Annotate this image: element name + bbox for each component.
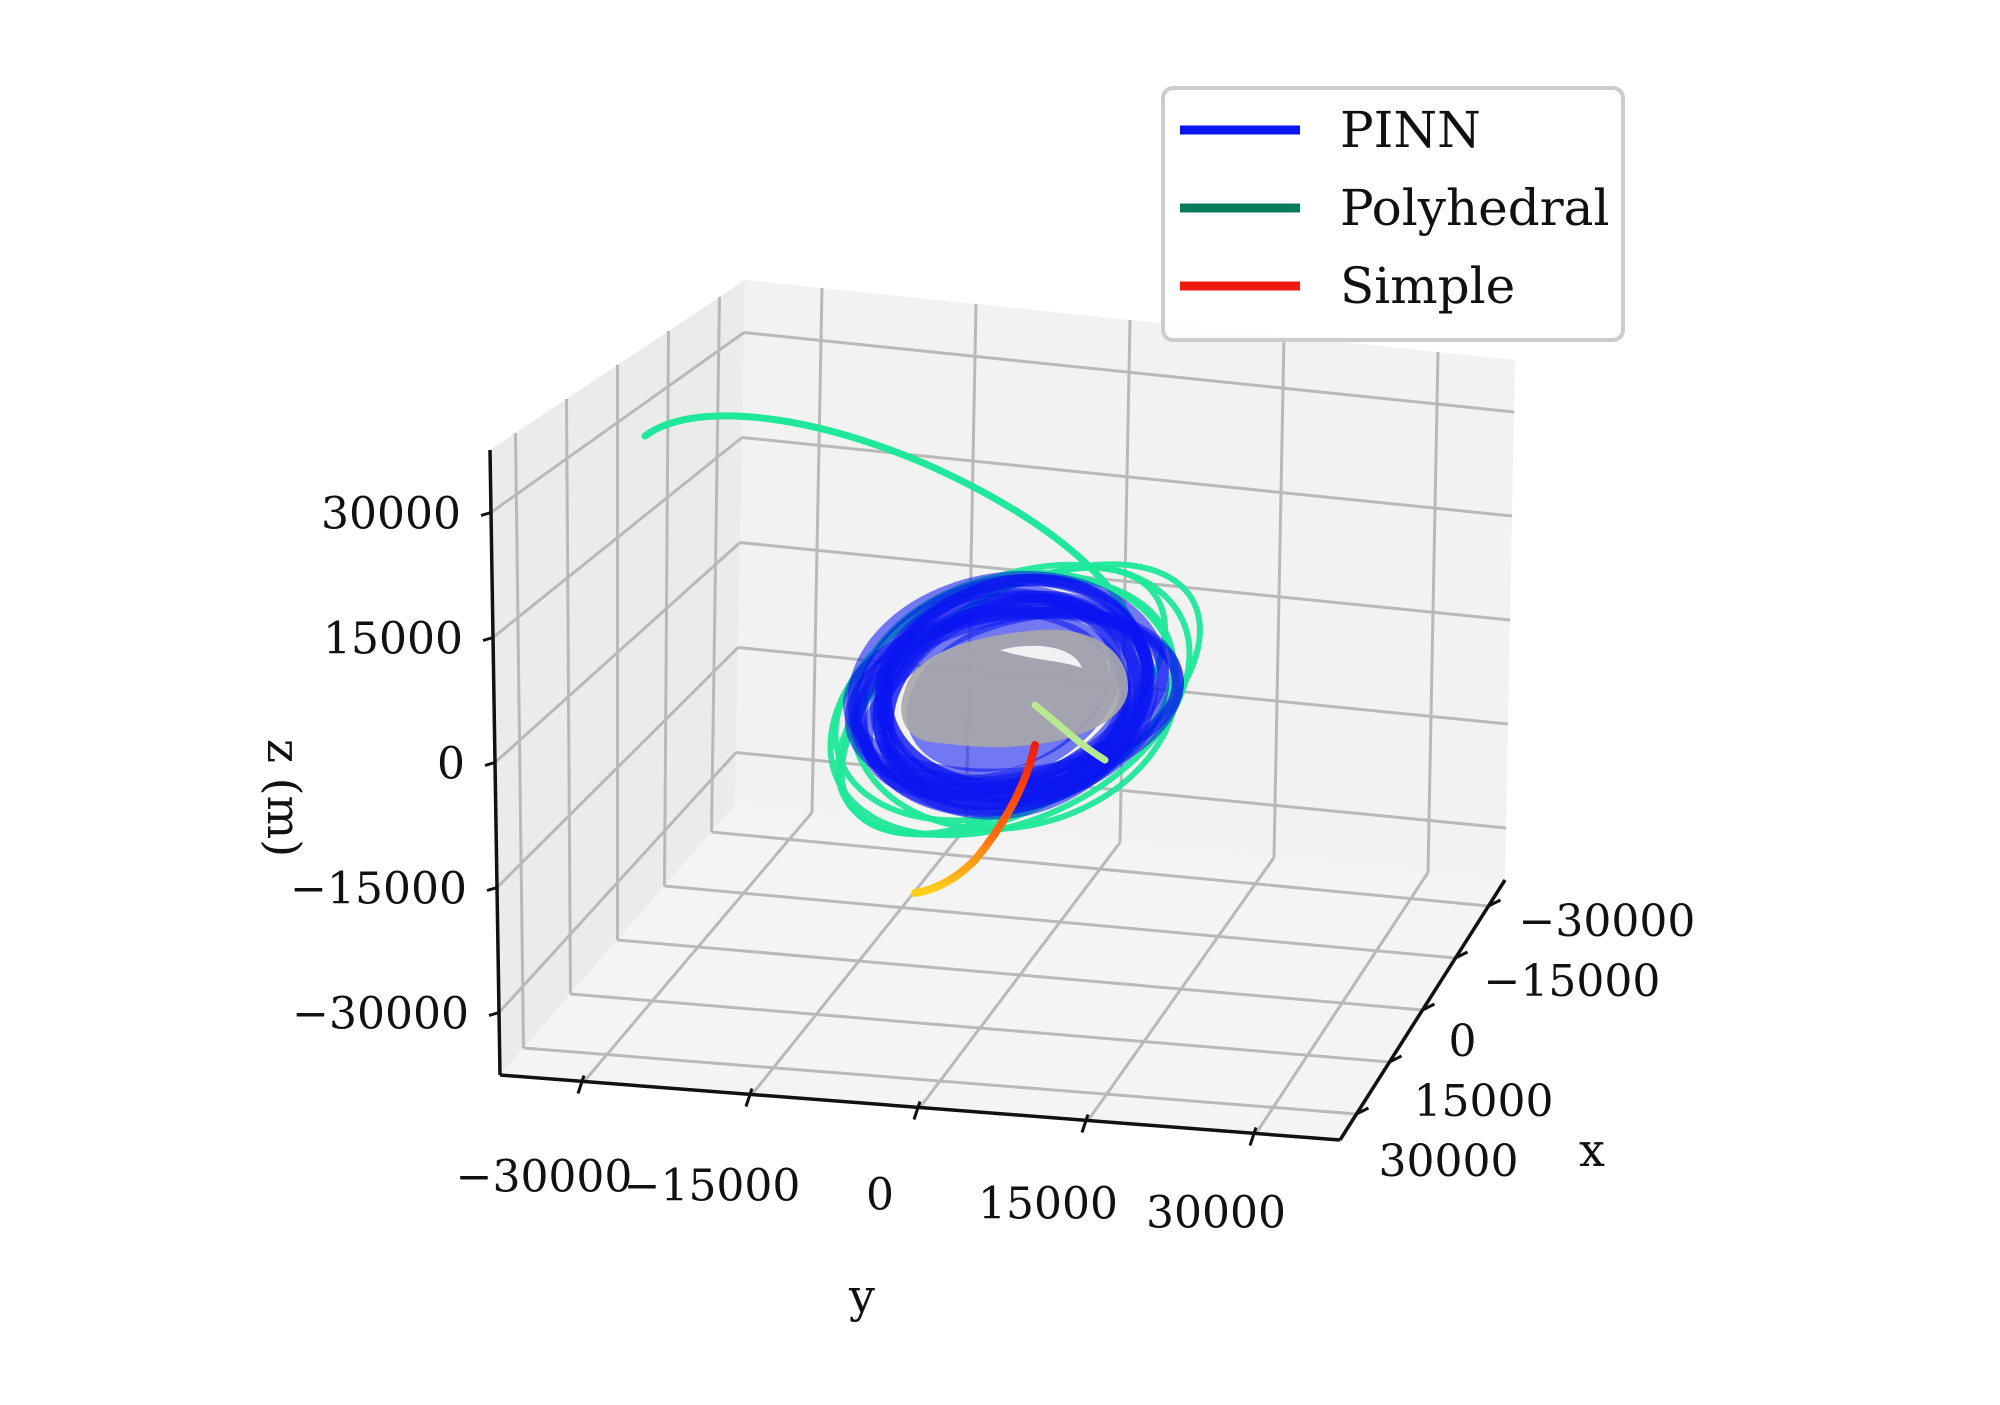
z-tick-label-3: −15000 — [290, 864, 467, 915]
z-tick-3 — [486, 886, 498, 892]
y-tick-3 — [1080, 1114, 1090, 1133]
y-tick-label-4: 30000 — [1146, 1188, 1286, 1239]
x-tick-0 — [1487, 898, 1502, 908]
y-tick-0 — [576, 1075, 586, 1094]
tick-marks — [480, 511, 1502, 1146]
grid-left-x-3 — [565, 398, 572, 995]
grid-back-z-2 — [739, 541, 1511, 622]
y-tick-label-1: −15000 — [624, 1161, 801, 1212]
y-tick-2 — [912, 1101, 922, 1120]
grid-left-z-3 — [492, 436, 743, 639]
legend: PINN Polyhedral Simple — [1161, 86, 1625, 342]
x-tick-label-4: 30000 — [1379, 1136, 1519, 1187]
grid-floor-y-3 — [1086, 856, 1276, 1122]
grid-left-z-2 — [493, 541, 742, 764]
legend-label-simple: Simple — [1340, 257, 1515, 315]
tick-labels: −30000 −30000 30000 −15000 −15000 15000 0 0 0 150… — [290, 489, 1695, 1239]
z-tick-label-1: 15000 — [323, 614, 463, 665]
grid-lines — [490, 287, 1515, 1135]
grid-left-x-4 — [514, 432, 525, 1049]
x-tick-label-1: −15000 — [1484, 956, 1661, 1007]
grid-floor-y-4 — [1254, 871, 1430, 1135]
grid-left-z-4 — [490, 331, 745, 514]
trajectories — [641, 412, 1203, 897]
z-tick-1 — [482, 636, 494, 642]
legend-frame — [1161, 86, 1625, 342]
y-tick-label-0: −30000 — [456, 1152, 633, 1203]
z-tick-label-4: −30000 — [292, 989, 469, 1040]
grid-back-z-3 — [741, 436, 1513, 518]
legend-label-polyhedral: Polyhedral — [1340, 179, 1609, 237]
z-axis-label: z (m) — [257, 739, 311, 857]
pinn-orbit-15 — [860, 605, 1154, 801]
y-tick-label-3: 15000 — [978, 1179, 1118, 1230]
z-tick-2 — [484, 761, 496, 767]
x-tick-2 — [1421, 1002, 1436, 1012]
x-tick-label-0: −30000 — [1519, 896, 1696, 947]
grid-back-y-4 — [1426, 351, 1440, 873]
grid-floor-x-3 — [570, 992, 1390, 1064]
grid-floor-x-4 — [523, 1046, 1357, 1116]
asteroid-highlight — [1000, 645, 1082, 668]
y-tick-label-2: 0 — [866, 1170, 894, 1221]
z-tick-label-0: 30000 — [321, 489, 461, 540]
grid-back-y-3 — [1272, 335, 1286, 858]
legend-label-pinn: PINN — [1340, 101, 1481, 159]
y-axis-line — [499, 1073, 1341, 1142]
z-tick-4 — [488, 1011, 500, 1017]
x-tick-label-3: 15000 — [1414, 1076, 1554, 1127]
y-tick-4 — [1248, 1127, 1258, 1146]
x-tick-4 — [1355, 1106, 1370, 1116]
grid-back-z-4 — [743, 331, 1515, 414]
z-tick-0 — [480, 511, 492, 517]
x-axis-label: x — [1579, 1123, 1605, 1177]
x-tick-3 — [1388, 1054, 1403, 1064]
z-tick-label-2: 0 — [437, 739, 465, 790]
simple-trajectory — [911, 741, 1039, 897]
y-tick-1 — [744, 1088, 754, 1107]
y-axis-label: y — [848, 1269, 875, 1323]
x-tick-1 — [1454, 950, 1469, 960]
polyhedral-strand — [1031, 701, 1109, 764]
x-tick-label-2: 0 — [1449, 1016, 1477, 1067]
grid-floor-x-2 — [617, 938, 1423, 1012]
